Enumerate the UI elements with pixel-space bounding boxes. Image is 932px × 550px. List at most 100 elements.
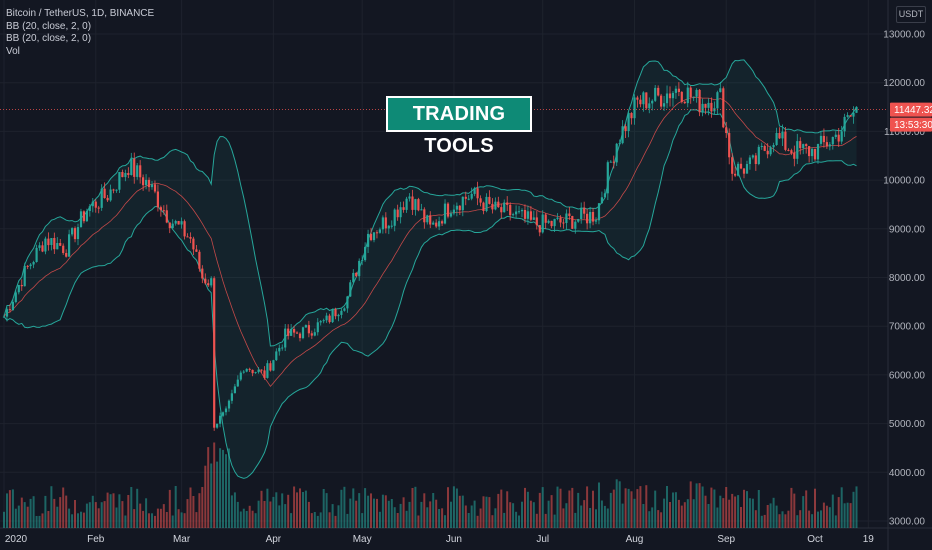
volume-bar	[470, 505, 473, 528]
volume-bar	[734, 496, 737, 528]
volume-bar	[325, 493, 328, 528]
candle-body	[281, 347, 284, 349]
candle-body	[467, 198, 470, 200]
candle-body	[461, 196, 464, 211]
volume-bar	[71, 514, 74, 528]
candle-body	[56, 243, 59, 250]
candle-body	[298, 333, 302, 339]
volume-bar	[239, 511, 242, 528]
candle-body	[263, 370, 266, 378]
volume-bar	[340, 489, 343, 528]
candle-body	[781, 131, 784, 139]
volume-bar	[775, 505, 778, 528]
volume-bar	[284, 504, 287, 528]
candle-body	[390, 225, 393, 227]
volume-bar	[547, 500, 550, 528]
volume-bar	[171, 515, 174, 528]
volume-bar	[633, 498, 636, 528]
candle-body	[491, 203, 494, 210]
volume-bar	[586, 486, 589, 528]
indicator-bb-2[interactable]: BB (20, close, 2, 0)	[6, 33, 92, 44]
candle-body	[799, 141, 802, 149]
volume-bar	[328, 512, 331, 528]
candle-body	[130, 158, 133, 175]
price-axis[interactable]: 13000.00 12000.00 11000.00 10000.00 9000.00 8…	[883, 30, 925, 528]
candle-body	[716, 92, 719, 109]
candle-body	[219, 415, 222, 424]
candle-body	[23, 265, 26, 287]
time-axis[interactable]: 2020 Feb Mar Apr May Jun Jul Aug Sep Oct 19	[5, 534, 874, 545]
candle-body	[32, 262, 35, 265]
volume-bar	[837, 497, 840, 528]
volume-bar	[414, 486, 417, 528]
candle-body	[621, 126, 624, 144]
volume-bar	[384, 495, 387, 528]
candle-body	[645, 92, 648, 109]
volume-bar	[680, 505, 683, 528]
candle-body	[538, 225, 541, 233]
candle-body	[535, 217, 538, 226]
volume-bar	[65, 495, 68, 528]
candle-body	[364, 246, 367, 261]
volume-bar	[230, 495, 233, 528]
currency-button[interactable]: USDT	[896, 6, 926, 23]
candle-body	[118, 172, 121, 190]
volume-bar	[645, 485, 648, 528]
candle-body	[683, 101, 686, 104]
candle-body	[5, 309, 9, 317]
volume-bar	[29, 498, 32, 528]
candle-body	[91, 201, 94, 207]
volume-bar	[159, 508, 162, 528]
volume-bar	[94, 502, 97, 528]
volume-bar	[44, 495, 47, 528]
candle-body	[846, 115, 849, 117]
candle-body	[369, 233, 373, 241]
y-tick-label: 6000.00	[889, 370, 926, 381]
volume-bar	[441, 508, 444, 528]
candle-body	[59, 243, 62, 246]
volume-bar	[272, 496, 275, 528]
volume-bar	[814, 488, 816, 528]
candle-body	[671, 92, 675, 99]
candle-body	[449, 213, 453, 217]
volume-bar	[553, 514, 556, 528]
volume-bar	[598, 482, 600, 528]
volume-bar	[236, 501, 239, 528]
x-tick-label: 2020	[5, 534, 28, 545]
candle-body	[550, 220, 553, 227]
candle-body	[731, 157, 734, 174]
candle-body	[529, 211, 532, 220]
volume-bar	[627, 488, 630, 528]
candle-body	[837, 134, 840, 142]
candle-body	[515, 211, 518, 215]
candle-body	[618, 143, 621, 145]
volume-bar	[121, 501, 124, 528]
candle-body	[479, 198, 482, 203]
candle-body	[520, 210, 524, 212]
volume-bar	[62, 487, 65, 528]
candle-body	[106, 197, 109, 201]
candle-body	[497, 201, 500, 208]
indicator-vol[interactable]: Vol	[6, 45, 20, 57]
candle-body	[577, 219, 580, 222]
volume-bar	[820, 510, 822, 528]
symbol-title[interactable]: Bitcoin / TetherUS, 1D, BINANCE	[6, 8, 155, 19]
volume-bar	[778, 514, 781, 528]
candle-body	[85, 211, 88, 222]
volume-bar	[97, 508, 100, 528]
candle-body	[772, 145, 775, 148]
band-lower	[3, 109, 857, 479]
volume-bar	[651, 507, 654, 528]
volume-bar	[790, 487, 793, 528]
candle-body	[198, 251, 201, 269]
volume-bar	[399, 503, 402, 528]
candle-body	[811, 148, 814, 157]
candle-body	[20, 285, 23, 287]
candle-body	[147, 179, 151, 188]
volume-bar	[210, 463, 213, 528]
volume-bar	[20, 497, 23, 528]
candle-body	[150, 184, 154, 188]
candle-body	[322, 320, 325, 322]
indicator-bb-1[interactable]: BB (20, close, 2, 0)	[6, 20, 92, 32]
